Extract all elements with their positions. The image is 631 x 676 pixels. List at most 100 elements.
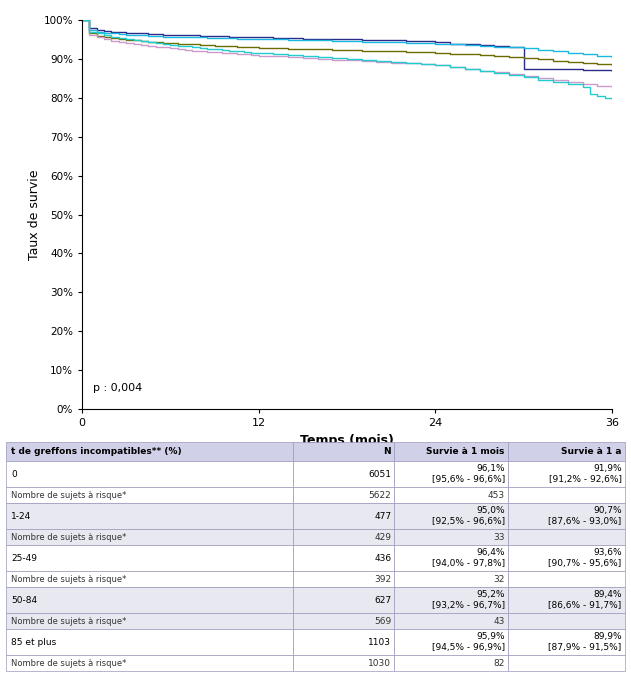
Bar	[508, 529, 625, 546]
25-49	[358, 38, 365, 46]
Text: 6051: 6051	[369, 470, 391, 479]
Bar	[293, 529, 394, 546]
Bar	[394, 487, 508, 503]
X-axis label: Temps (mois): Temps (mois)	[300, 433, 394, 447]
1-24	[387, 47, 395, 55]
50-84	[269, 52, 277, 60]
Text: Nombre de sujets à risque*: Nombre de sujets à risque*	[11, 533, 127, 541]
50-84	[490, 68, 498, 76]
25-49	[269, 35, 277, 43]
25-49	[594, 52, 601, 60]
Text: 33: 33	[493, 533, 505, 541]
1-24	[358, 47, 365, 55]
Text: 429: 429	[374, 533, 391, 541]
1-24	[608, 61, 616, 69]
1-24	[446, 49, 454, 57]
50-84	[86, 31, 93, 39]
50-84	[461, 65, 469, 73]
25-49	[137, 31, 144, 39]
1-24	[78, 16, 86, 24]
1-24	[343, 46, 351, 54]
1-24	[520, 53, 528, 62]
25-49	[144, 32, 152, 40]
85 et plus	[432, 61, 439, 69]
1-24	[218, 42, 226, 50]
Bar	[6, 487, 293, 503]
1-24	[100, 33, 108, 41]
25-49	[233, 34, 240, 43]
0	[608, 67, 616, 75]
25-49	[189, 33, 196, 41]
Text: 1-24: 1-24	[11, 512, 32, 521]
Text: 95,2%
[93,2% - 96,7%]: 95,2% [93,2% - 96,7%]	[432, 590, 505, 610]
0	[387, 37, 395, 45]
Text: 90,7%
[87,6% - 93,0%]: 90,7% [87,6% - 93,0%]	[548, 506, 622, 526]
85 et plus	[189, 43, 196, 51]
25-49	[115, 30, 122, 39]
50-84	[137, 41, 144, 49]
50-84	[550, 76, 557, 84]
Text: Nombre de sujets à risque*: Nombre de sujets à risque*	[11, 658, 127, 668]
50-84	[108, 37, 115, 45]
25-49	[490, 43, 498, 51]
Bar	[394, 461, 508, 487]
25-49	[108, 30, 115, 38]
Text: 43: 43	[493, 617, 505, 626]
1-24	[144, 38, 152, 46]
25-49	[225, 34, 233, 42]
50-84	[255, 51, 262, 59]
50-84	[203, 48, 211, 56]
1-24	[181, 40, 189, 48]
1-24	[461, 51, 469, 59]
50-84	[211, 48, 218, 56]
Line: 85 et plus: 85 et plus	[82, 20, 612, 99]
1-24	[329, 46, 336, 54]
Text: Nombre de sujets à risque*: Nombre de sujets à risque*	[11, 575, 127, 583]
1-24	[115, 35, 122, 43]
50-84	[505, 70, 513, 78]
Bar	[394, 587, 508, 613]
0	[78, 16, 86, 24]
25-49	[329, 37, 336, 45]
1-24	[167, 39, 174, 47]
25-49	[387, 39, 395, 47]
50-84	[564, 78, 572, 86]
Text: 5622: 5622	[369, 491, 391, 500]
1-24	[402, 48, 410, 56]
Bar	[508, 655, 625, 671]
Bar	[6, 546, 293, 571]
Bar	[6, 587, 293, 613]
Bar	[6, 629, 293, 655]
0	[432, 38, 439, 46]
50-84	[159, 43, 167, 51]
50-84	[314, 55, 321, 63]
50-84	[476, 67, 483, 75]
25-49	[520, 44, 528, 52]
1-24	[189, 41, 196, 49]
1-24	[564, 58, 572, 66]
85 et plus	[387, 58, 395, 66]
Bar	[508, 571, 625, 587]
85 et plus	[608, 95, 616, 103]
1-24	[269, 44, 277, 52]
50-84	[520, 72, 528, 80]
Bar	[508, 629, 625, 655]
50-84	[167, 44, 174, 52]
50-84	[402, 59, 410, 68]
Y-axis label: Taux de survie: Taux de survie	[28, 170, 41, 260]
25-49	[86, 26, 93, 34]
25-49	[152, 32, 160, 41]
Bar	[6, 503, 293, 529]
Bar	[6, 613, 293, 629]
0	[159, 30, 167, 39]
Bar	[394, 529, 508, 546]
25-49	[247, 35, 255, 43]
85 et plus	[196, 44, 204, 52]
50-84	[130, 41, 138, 49]
25-49	[299, 36, 307, 44]
50-84	[240, 51, 248, 59]
Text: 32: 32	[493, 575, 505, 583]
1-24	[476, 51, 483, 59]
Text: 93,6%
[90,7% - 95,6%]: 93,6% [90,7% - 95,6%]	[548, 548, 622, 569]
Bar	[6, 571, 293, 587]
